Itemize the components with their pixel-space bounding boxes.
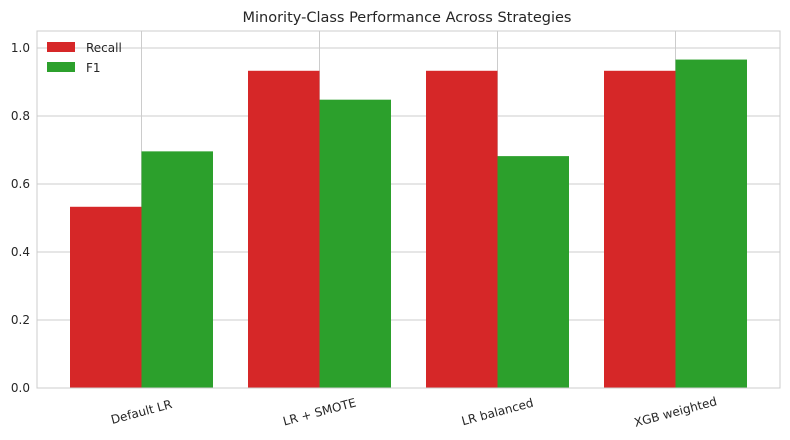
y-tick-label: 0.8 [11, 109, 30, 123]
bars [70, 59, 747, 389]
y-tick-label: 0.4 [11, 245, 30, 259]
bar-f1-3 [675, 59, 747, 389]
legend-label-recall: Recall [86, 41, 122, 55]
y-tick-label: 0.6 [11, 177, 30, 191]
legend: Recall F1 [47, 41, 122, 75]
bar-recall-1 [248, 70, 320, 388]
plot-frame [36, 30, 781, 389]
y-tick-label: 0.0 [11, 381, 30, 395]
bar-recall-3 [604, 70, 676, 388]
bar-f1-1 [319, 99, 391, 389]
bar-f1-0 [141, 151, 213, 388]
y-tick-label: 0.2 [11, 313, 30, 327]
y-tick-labels: 0.0 0.2 0.4 0.6 0.8 1.0 [11, 41, 30, 395]
chart-title: Minority-Class Performance Across Strate… [242, 10, 571, 26]
legend-swatch-f1 [47, 62, 75, 72]
bar-recall-2 [426, 70, 498, 388]
legend-label-f1: F1 [86, 61, 101, 75]
bar-f1-2 [497, 156, 569, 388]
bar-recall-0 [70, 206, 142, 388]
y-tick-label: 1.0 [11, 41, 30, 55]
legend-swatch-recall [47, 42, 75, 52]
